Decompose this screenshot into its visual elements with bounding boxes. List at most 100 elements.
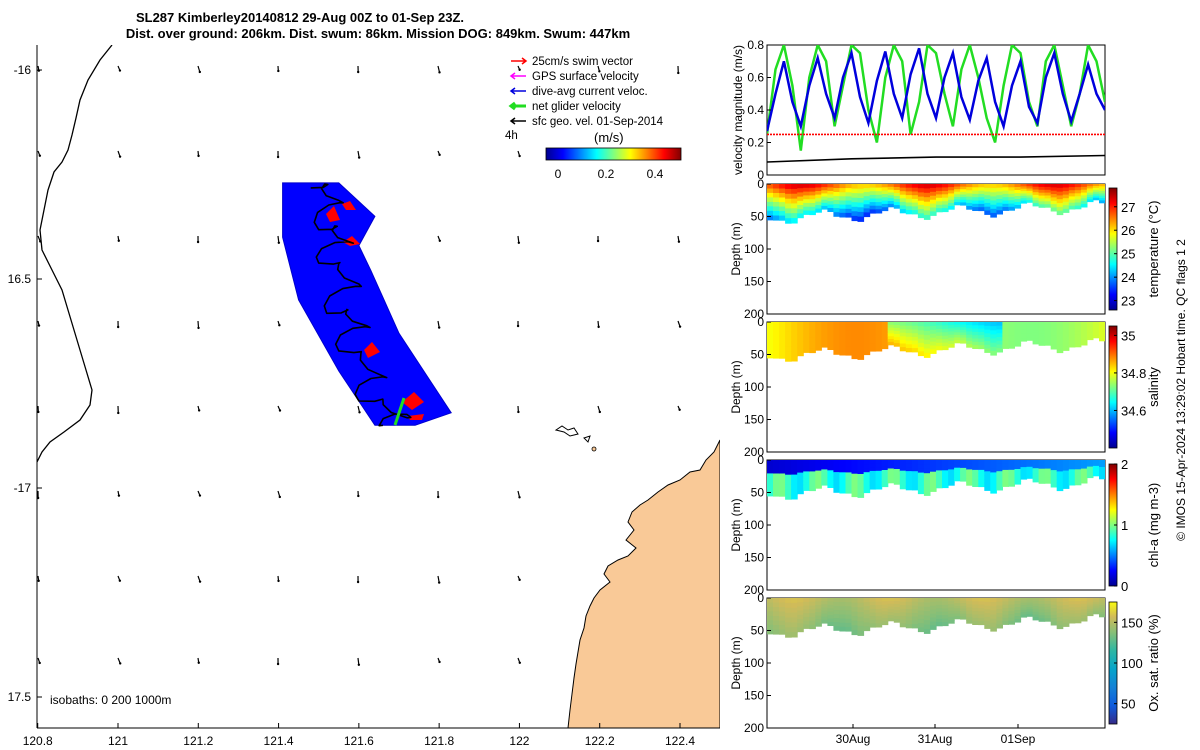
section-cell — [893, 322, 901, 326]
section-cell — [911, 612, 919, 618]
section-cell — [923, 464, 931, 470]
colorbar-tick-label: 24 — [1121, 270, 1135, 285]
section-cell — [875, 463, 883, 468]
section-cell — [1062, 619, 1070, 624]
section-cell — [833, 342, 840, 347]
section-cell — [899, 623, 907, 628]
section-cell — [1092, 600, 1100, 603]
section-cell — [1044, 615, 1052, 619]
section-cell — [899, 184, 907, 189]
section-cell — [1080, 598, 1088, 602]
section-cell — [875, 608, 883, 613]
section-cell — [942, 466, 949, 471]
section-cell — [930, 471, 937, 477]
section-cell — [1080, 615, 1088, 619]
map-x-tick-label: 121.4 — [264, 734, 294, 748]
section-cell — [833, 488, 840, 493]
section-cell — [875, 481, 883, 486]
section-cell — [797, 598, 804, 603]
section-cell — [821, 463, 828, 467]
section-cell — [845, 464, 853, 469]
section-cell — [1099, 333, 1105, 337]
section-cell — [869, 616, 877, 621]
section-cell — [773, 478, 780, 484]
section-cell — [767, 348, 774, 354]
section-cell — [978, 607, 985, 612]
section-cell — [1014, 472, 1022, 476]
section-cell — [1020, 200, 1028, 204]
section-cell — [899, 194, 907, 199]
section-cell — [881, 466, 889, 471]
section-cell — [875, 478, 883, 483]
section-y-tick-label: 50 — [751, 624, 765, 638]
section-cell — [827, 197, 834, 202]
sfc-velocity-head — [437, 581, 441, 584]
section-cell — [1056, 475, 1064, 480]
section-y-tick-label: 150 — [744, 551, 764, 565]
section-cell — [815, 460, 822, 465]
section-cell — [767, 201, 774, 207]
section-cell — [1062, 605, 1070, 610]
sfc-velocity-head — [356, 580, 360, 584]
section-cell — [1008, 344, 1015, 349]
section-cell — [1008, 341, 1015, 346]
section-cell — [773, 629, 780, 635]
section-cell — [978, 335, 985, 340]
section-cell — [815, 343, 822, 348]
section-cell — [833, 618, 840, 623]
section-cell — [827, 335, 834, 340]
section-cell — [1056, 463, 1064, 469]
section-cell — [972, 322, 979, 326]
section-cell — [1008, 604, 1015, 609]
section-cell — [851, 353, 859, 360]
section-cell — [881, 345, 889, 350]
section-cell — [1062, 467, 1070, 472]
section-cell — [881, 338, 889, 343]
section-cell — [899, 332, 907, 337]
section-cell — [773, 473, 780, 479]
section-cell — [869, 601, 877, 606]
section-cell — [936, 470, 943, 475]
section-cell — [960, 603, 967, 607]
section-cell — [930, 341, 937, 347]
section-cell — [1074, 196, 1082, 200]
section-cell — [911, 206, 919, 211]
velocity-ylabel: velocity magnitude (m/s) — [731, 45, 745, 175]
sfc-velocity-head — [677, 71, 680, 75]
section-cell — [930, 483, 937, 488]
section-cell — [1062, 322, 1070, 327]
section-cell — [815, 601, 822, 606]
section-cell — [984, 325, 991, 331]
section-cell — [1032, 330, 1040, 334]
section-cell — [954, 478, 961, 482]
section-cell — [845, 602, 853, 607]
velocity-y-tick-label: 0.8 — [747, 38, 764, 52]
section-cell — [785, 598, 792, 604]
section-cell — [875, 616, 883, 621]
section-cell — [1002, 193, 1009, 198]
section-cell — [1026, 184, 1034, 187]
section-cell — [1050, 483, 1058, 488]
section-cell — [899, 198, 907, 203]
section-cell — [948, 472, 955, 477]
section-cell — [1056, 609, 1064, 614]
section-cell — [1032, 327, 1040, 331]
section-cell — [1026, 609, 1034, 613]
section-cell — [1086, 462, 1094, 465]
section-cell — [1032, 186, 1040, 190]
section-cell — [839, 192, 846, 197]
section-cell — [978, 460, 985, 464]
legend-swim: 25cm/s swim vector — [532, 56, 633, 68]
section-cell — [942, 622, 949, 627]
section-cell — [827, 204, 834, 209]
section-cell — [773, 197, 780, 203]
section-cell — [1026, 464, 1034, 468]
sfc-velocity-head — [118, 69, 122, 72]
section-cell — [1068, 616, 1076, 621]
section-cell — [1038, 471, 1046, 476]
section-cell — [827, 463, 834, 468]
section-cell — [960, 194, 967, 198]
section-cell — [1074, 481, 1082, 486]
section-cell — [821, 475, 828, 480]
section-cell — [1044, 192, 1052, 197]
